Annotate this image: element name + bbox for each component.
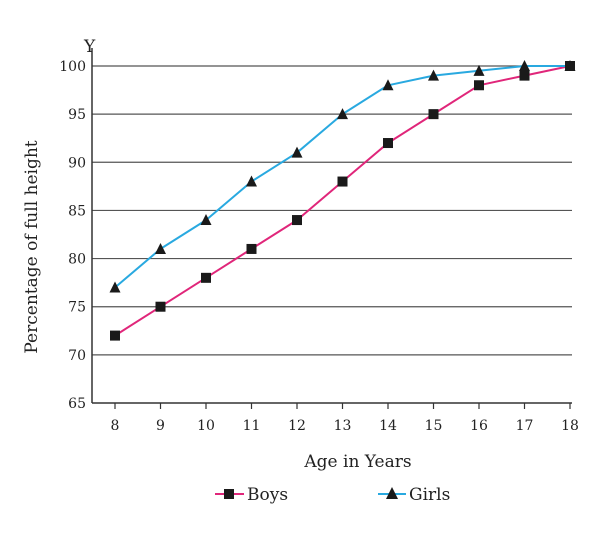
x-axis-label: Age in Years — [303, 452, 411, 472]
x-tick-label-8: 8 — [111, 418, 120, 434]
point-boys-14 — [383, 138, 393, 149]
point-girls-16 — [473, 64, 485, 76]
point-girls-10 — [200, 214, 212, 226]
x-tick-labels: 8 9 10 11 12 13 14 15 16 17 18 — [111, 403, 579, 434]
point-girls-12 — [291, 146, 303, 158]
y-tick-label-65: 65 — [68, 396, 86, 412]
legend-girls-label: Girls — [409, 485, 450, 505]
point-girls-8 — [109, 281, 121, 293]
x-tick-label-10: 10 — [197, 418, 215, 434]
x-tick-label-11: 11 — [243, 418, 261, 434]
legend-item-boys: Boys — [215, 485, 288, 505]
point-boys-12 — [292, 215, 302, 226]
series-lines — [114, 65, 571, 337]
point-boys-13 — [337, 176, 348, 187]
point-girls-17 — [519, 60, 530, 71]
gridlines — [92, 65, 572, 356]
data-markers — [109, 60, 576, 341]
point-girls-11 — [246, 175, 257, 187]
point-boys-11 — [246, 243, 257, 254]
y-tick-label-75: 75 — [68, 300, 86, 316]
legend: Boys Girls — [215, 485, 450, 505]
x-tick-label-15: 15 — [425, 418, 443, 434]
x-tick-label-9: 9 — [156, 418, 165, 434]
legend-boys-square-icon — [224, 489, 234, 499]
point-girls-15 — [428, 69, 439, 81]
point-boys-16 — [474, 80, 484, 91]
point-girls-9 — [155, 242, 166, 254]
point-boys-8 — [110, 330, 120, 341]
x-tick-label-12: 12 — [288, 418, 306, 434]
point-girls-13 — [337, 108, 348, 120]
x-tick-label-17: 17 — [516, 418, 534, 434]
point-boys-10 — [201, 272, 211, 283]
point-boys-15 — [428, 109, 439, 120]
y-axis-label: Percentage of full height — [22, 140, 42, 353]
axes — [91, 48, 572, 404]
y-tick-label-70: 70 — [68, 348, 86, 364]
y-tick-labels: 65 70 75 80 85 90 95 100 — [59, 59, 86, 412]
y-axis-letter: Y — [83, 37, 96, 57]
point-boys-17 — [519, 70, 530, 81]
legend-girls-triangle-icon — [386, 487, 398, 499]
point-boys-9 — [155, 301, 166, 312]
point-girls-14 — [382, 79, 394, 91]
legend-item-girls: Girls — [378, 485, 450, 505]
x-tick-label-13: 13 — [334, 418, 352, 434]
x-tick-label-16: 16 — [470, 418, 488, 434]
series-line-boys — [114, 65, 571, 337]
y-tick-label-90: 90 — [68, 155, 86, 171]
point-girls-18 — [564, 60, 576, 71]
y-tick-label-100: 100 — [59, 59, 86, 75]
x-tick-label-18: 18 — [561, 418, 579, 434]
y-tick-label-80: 80 — [68, 252, 86, 268]
legend-boys-label: Boys — [247, 485, 288, 505]
y-tick-label-85: 85 — [68, 203, 86, 219]
x-tick-label-14: 14 — [379, 418, 397, 434]
y-tick-label-95: 95 — [68, 107, 86, 123]
